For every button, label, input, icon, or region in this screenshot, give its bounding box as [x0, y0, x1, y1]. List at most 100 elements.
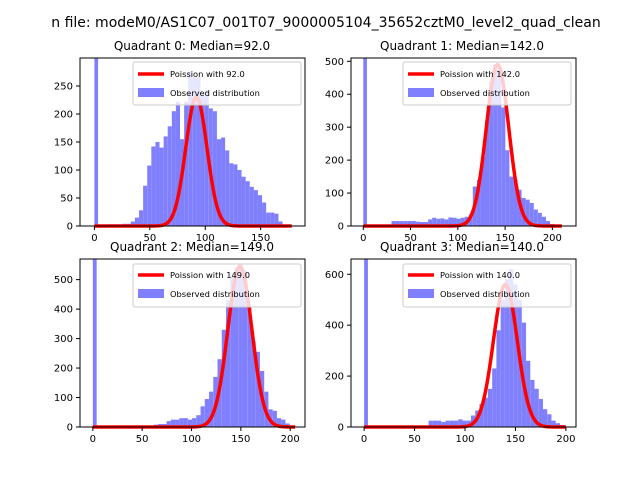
histogram-bar [529, 202, 534, 226]
histogram-bar [454, 420, 459, 427]
y-tick-label: 600 [325, 270, 344, 281]
histogram-bar [485, 120, 490, 226]
y-tick-label: 150 [54, 138, 73, 149]
histogram-bar [274, 213, 279, 226]
histogram-bar [234, 267, 239, 427]
histogram-bar [468, 214, 473, 226]
histogram-bar [504, 279, 510, 427]
histogram-bar [130, 221, 135, 226]
histogram-bar [209, 391, 214, 427]
histogram-bar [555, 423, 560, 427]
legend: Poission with 92.0 Observed distribution [132, 61, 302, 106]
legend-frame [402, 61, 572, 106]
histogram-bar [255, 351, 260, 427]
histogram-bar [424, 222, 429, 226]
histogram-bar [452, 217, 457, 226]
y-tick-label: 500 [325, 57, 344, 68]
subplot-title: Quadrant 1: Median=142.0 [380, 39, 544, 53]
histogram-bar [262, 202, 267, 226]
histogram-bar [428, 219, 433, 226]
axes-frame [350, 57, 577, 227]
histogram-bar [509, 176, 514, 226]
histogram-bar [245, 181, 250, 226]
x-tick-label: 50 [408, 434, 421, 445]
histogram-bar [175, 419, 180, 427]
histogram-bar [444, 219, 449, 226]
y-tick-label: 250 [54, 82, 73, 93]
histogram-bar [272, 410, 277, 427]
histogram-bar [167, 126, 172, 226]
histogram-bar [166, 421, 171, 427]
x-tick-label: 0 [360, 233, 366, 244]
histogram-bar [505, 150, 510, 226]
histogram-bar [479, 404, 484, 427]
y-tick-label: 0 [338, 423, 344, 434]
legend-observed-label: Observed distribution [440, 88, 530, 98]
histogram-bar [155, 142, 160, 226]
x-tick-label: 0 [90, 434, 96, 445]
histogram-bar [395, 221, 400, 226]
histogram-bar [179, 418, 184, 427]
histogram-bar [184, 101, 189, 226]
histogram-bar [147, 165, 152, 226]
y-tick-label: 200 [54, 364, 73, 375]
histogram-bar [188, 72, 193, 226]
histogram-bar [170, 419, 176, 427]
legend: Poission with 140.0 Observed distributio… [402, 263, 572, 308]
histogram-bar [139, 210, 144, 226]
histogram-bar [230, 276, 235, 427]
histogram-bar [551, 420, 556, 427]
legend-poisson-label: Poission with 149.0 [170, 270, 250, 280]
histogram-bar [547, 414, 552, 427]
histogram-bar [391, 221, 396, 226]
histogram-bar [487, 388, 493, 427]
x-tick-label: 150 [251, 233, 270, 244]
histogram-bar [513, 284, 518, 427]
histogram-bar [237, 170, 242, 226]
histogram-bar [276, 418, 282, 427]
histogram-bar [266, 212, 271, 226]
histogram-bar [476, 179, 481, 226]
histogram-bar [229, 163, 234, 226]
histogram-bar [460, 217, 465, 226]
histogram-bar [534, 388, 539, 427]
histogram-bar [411, 221, 416, 226]
histogram-bar [415, 221, 420, 226]
x-tick-label: 150 [506, 434, 525, 445]
figure-suptitle: n file: modeM0/AS1C07_001T07_9000005104_… [51, 15, 600, 31]
histogram-bar [483, 397, 488, 427]
histogram-bar [159, 147, 164, 226]
y-tick-label: 200 [54, 110, 73, 121]
subplot-quadrant-2: Quadrant 2: Median=149.0 0 50 100 150 200 0 10… [54, 240, 306, 445]
histogram-bar [500, 299, 505, 427]
legend-frame [402, 263, 572, 308]
histogram-bar [543, 409, 548, 427]
y-tick-label: 100 [54, 166, 73, 177]
histogram-bar [445, 420, 450, 427]
histogram-bar [221, 329, 227, 427]
x-tick-label: 150 [496, 233, 515, 244]
histogram-bar [249, 186, 254, 226]
subplot-title: Quadrant 0: Median=92.0 [114, 39, 270, 53]
x-tick-label: 100 [182, 434, 201, 445]
histogram-bar [270, 212, 275, 226]
histogram-bar [221, 137, 226, 226]
histogram-bar [281, 419, 286, 427]
histogram-bar [456, 218, 461, 226]
subplot-quadrant-1: Quadrant 1: Median=142.0 0 50 100 150 200 0 10… [325, 39, 577, 244]
legend-observed-label: Observed distribution [440, 289, 530, 299]
histogram-bar [441, 421, 446, 427]
histogram-bar [538, 399, 544, 427]
x-tick-label: 200 [556, 434, 575, 445]
subplot-title: Quadrant 2: Median=149.0 [110, 240, 274, 254]
histogram-bar [440, 218, 445, 226]
histogram-bar-zero-spike [94, 58, 99, 226]
histogram-bar [437, 420, 442, 427]
histogram-bar [407, 221, 412, 226]
histogram-bar [200, 96, 205, 226]
histogram-bar [233, 164, 238, 226]
x-tick-label: 50 [136, 434, 149, 445]
histogram-bar [192, 418, 197, 427]
histogram-bar [187, 419, 193, 427]
